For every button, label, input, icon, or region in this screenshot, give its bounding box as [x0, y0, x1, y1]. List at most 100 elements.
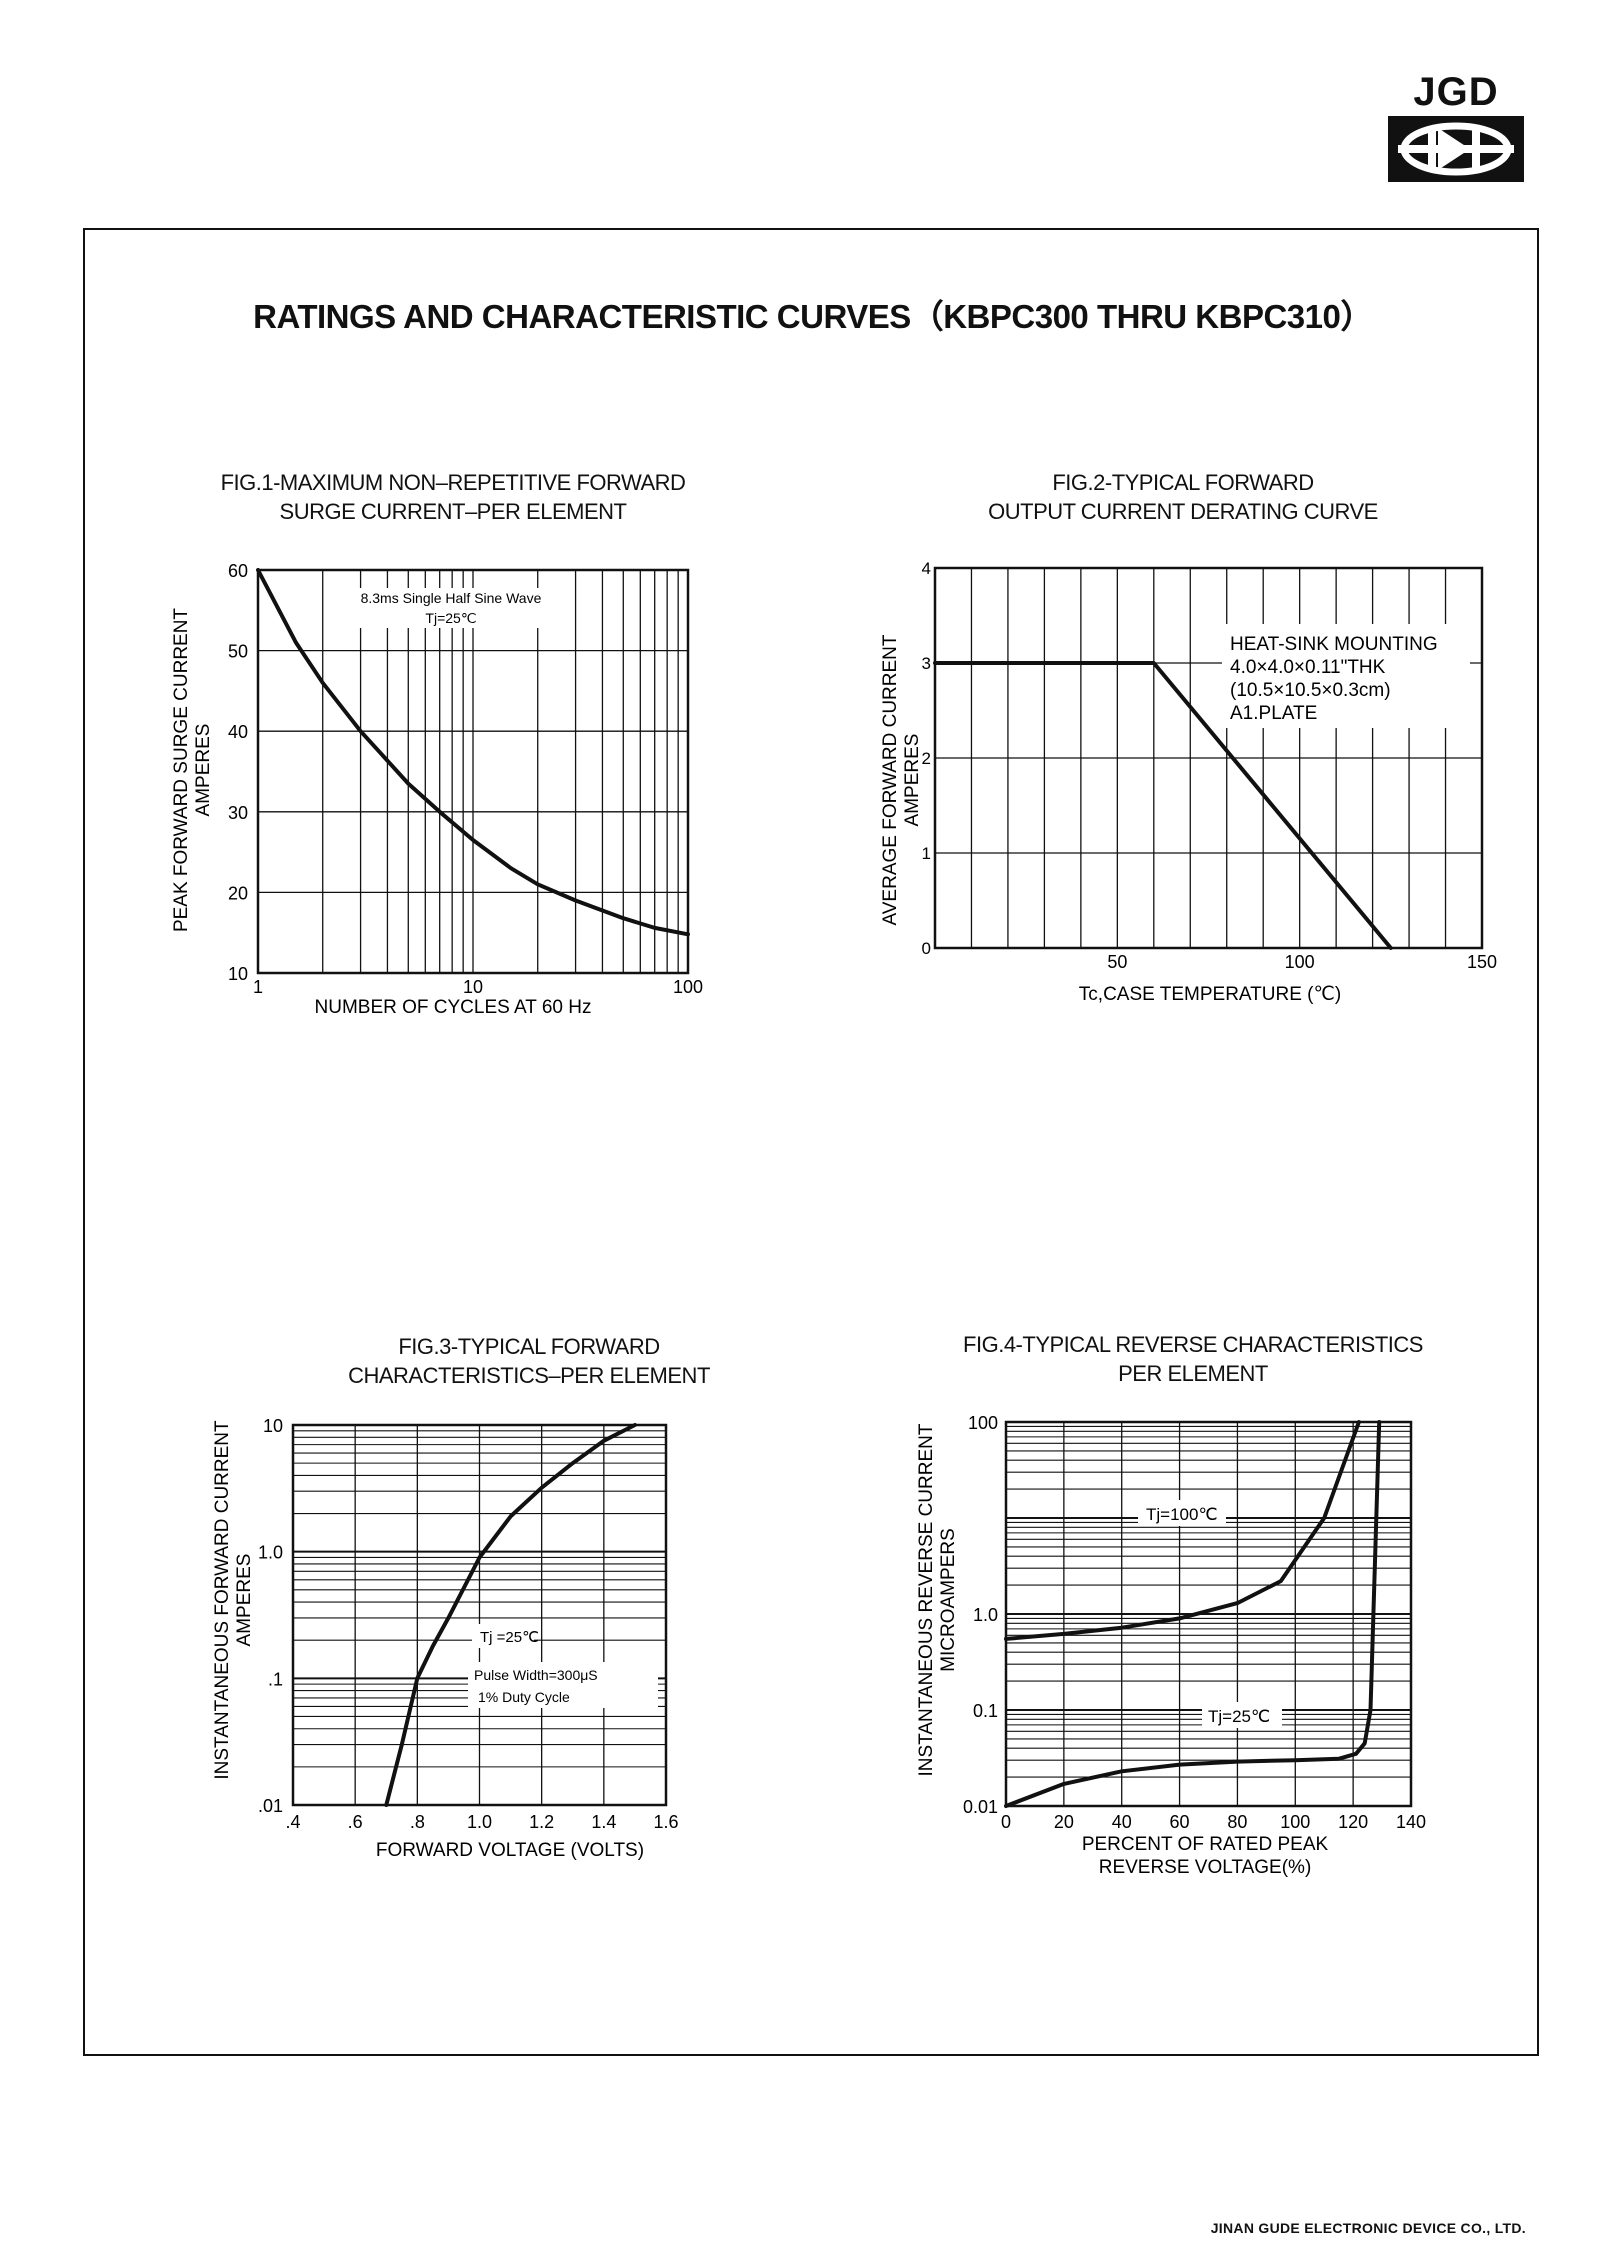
fig1-ytick-30: 30 — [228, 803, 248, 823]
fig1-ytick-50: 50 — [228, 642, 248, 662]
fig3-xtick-1.0: 1.0 — [467, 1812, 492, 1832]
fig2-xtick-100: 100 — [1285, 952, 1315, 972]
fig3-xtick-.4: .4 — [285, 1812, 300, 1832]
fig4-xlabel-1: PERCENT OF RATED PEAK — [1082, 1834, 1329, 1855]
fig3-series-line — [384, 1423, 637, 1807]
fig3-xtick-.6: .6 — [348, 1812, 363, 1832]
fig3-annotation-bg-2 — [468, 1662, 658, 1708]
fig4-xtick-100: 100 — [1280, 1812, 1310, 1832]
fig3-xtick-.8: .8 — [410, 1812, 425, 1832]
fig2-title-line2: OUTPUT CURRENT DERATING CURVE — [988, 499, 1378, 524]
fig4-ylabel-1: INSTANTANEOUS REVERSE CURRENT — [916, 1423, 937, 1776]
fig1-title-line1: FIG.1-MAXIMUM NON–REPETITIVE FORWARD — [220, 470, 686, 495]
fig4-xtick-0: 0 — [1001, 1812, 1011, 1832]
fig2-annotation-bg — [1222, 624, 1470, 728]
fig2-ytick-4: 4 — [922, 559, 931, 578]
fig3-annotation-3: 1% Duty Cycle — [478, 1689, 570, 1705]
fig1-xtick-10: 10 — [463, 977, 483, 997]
company-footer: JINAN GUDE ELECTRONIC DEVICE CO., LTD. — [1210, 2220, 1526, 2236]
fig3-xtick-1.4: 1.4 — [591, 1812, 616, 1832]
fig4-title-line2: PER ELEMENT — [1118, 1361, 1268, 1386]
fig4-ytick-1.0: 1.0 — [973, 1605, 998, 1625]
fig2-plot-frame — [933, 566, 1484, 950]
company-logo: JGD — [1388, 72, 1524, 182]
fig2-ylabel-2: AMPERES — [902, 734, 923, 827]
fig4-ytick-0.01: 0.01 — [963, 1797, 998, 1817]
fig1-xtick-1: 1 — [253, 977, 263, 997]
fig2-xtick-150: 150 — [1467, 952, 1497, 972]
fig4-ylabel-2: MICROAMPERS — [938, 1528, 959, 1672]
fig4-title: FIG.4-TYPICAL REVERSE CHARACTERISTICS PE… — [913, 1330, 1473, 1388]
fig4-xtick-140: 140 — [1396, 1812, 1426, 1832]
fig3-ylabel-1: INSTANTANEOUS FORWARD CURRENT — [212, 1420, 233, 1780]
fig3-title-line1: FIG.3-TYPICAL FORWARD — [398, 1334, 660, 1359]
fig2-annotation-2: 4.0×4.0×0.11"THK — [1230, 657, 1386, 678]
fig1-title-line2: SURGE CURRENT–PER ELEMENT — [279, 499, 627, 524]
fig4-title-line1: FIG.4-TYPICAL REVERSE CHARACTERISTICS — [963, 1332, 1423, 1357]
fig2-ytick-0: 0 — [922, 939, 931, 958]
fig4-plot-frame — [1004, 1420, 1413, 1808]
fig3-xlabel: FORWARD VOLTAGE (VOLTS) — [376, 1840, 644, 1861]
fig3-ytick-10: 10 — [263, 1416, 283, 1436]
fig2-annotation-3: (10.5×10.5×0.3cm) — [1230, 680, 1391, 701]
fig1-ytick-60: 60 — [228, 561, 248, 581]
fig2-title-line1: FIG.2-TYPICAL FORWARD — [1052, 470, 1314, 495]
fig4-xlabel-2: REVERSE VOLTAGE(%) — [1099, 1857, 1312, 1878]
fig1-ylabel-1: PEAK FORWARD SURGE CURRENT — [171, 608, 192, 932]
fig3-ytick-.01: .01 — [258, 1796, 283, 1816]
fig2-annotation-4: A1.PLATE — [1230, 703, 1317, 724]
fig3-plot-frame — [291, 1423, 668, 1807]
fig2-annotation-1: HEAT-SINK MOUNTING — [1230, 634, 1438, 655]
fig2-ytick-2: 2 — [922, 749, 931, 768]
fig1-xlabel: NUMBER OF CYCLES AT 60 Hz — [315, 997, 592, 1018]
fig3-ylabel-2: AMPERES — [234, 1554, 255, 1647]
fig1-title: FIG.1-MAXIMUM NON–REPETITIVE FORWARD SUR… — [173, 468, 733, 526]
fig4-xtick-80: 80 — [1227, 1812, 1247, 1832]
fig2-series-line — [933, 661, 1393, 950]
fig4-xtick-20: 20 — [1054, 1812, 1074, 1832]
fig1-annotation-bg — [330, 588, 570, 628]
diode-symbol-icon — [1388, 116, 1524, 182]
fig3-ytick-1.0: 1.0 — [258, 1543, 283, 1563]
fig2-title: FIG.2-TYPICAL FORWARD OUTPUT CURRENT DER… — [903, 468, 1463, 526]
fig3-title: FIG.3-TYPICAL FORWARD CHARACTERISTICS–PE… — [249, 1332, 809, 1390]
fig1-ytick-40: 40 — [228, 722, 248, 742]
fig4-series-label-1: Tj=100℃ — [1146, 1505, 1218, 1524]
fig2-xtick-50: 50 — [1107, 952, 1127, 972]
fig1-ylabel-2: AMPERES — [193, 724, 214, 817]
fig1-ytick-10: 10 — [228, 964, 248, 984]
fig3-annotation-1: Tj =25℃ — [480, 1629, 539, 1646]
fig2-ytick-3: 3 — [922, 654, 931, 673]
fig4-xtick-60: 60 — [1170, 1812, 1190, 1832]
fig4-ytick-0.1: 0.1 — [973, 1701, 998, 1721]
fig3-annotation-2: Pulse Width=300μS — [474, 1667, 598, 1683]
fig2-ylabel-1: AVERAGE FORWARD CURRENT — [880, 634, 901, 925]
fig1-ytick-20: 20 — [228, 883, 248, 903]
fig4-series-label-bg-2 — [1202, 1702, 1282, 1728]
fig3-xtick-1.2: 1.2 — [529, 1812, 554, 1832]
fig1-series-line — [256, 568, 690, 937]
fig4-series-line-2 — [1004, 1420, 1382, 1808]
fig4-series-label-bg-1 — [1138, 1500, 1226, 1526]
fig4-xtick-120: 120 — [1338, 1812, 1368, 1832]
content-frame: RATINGS AND CHARACTERISTIC CURVES（KBPC30… — [83, 228, 1539, 2056]
fig1-annotation-2: Tj=25℃ — [425, 610, 476, 626]
fig2-ytick-1: 1 — [922, 844, 931, 863]
logo-text: JGD — [1413, 70, 1499, 114]
fig1-xtick-100: 100 — [673, 977, 703, 997]
fig4-series-label-2: Tj=25℃ — [1208, 1707, 1270, 1726]
fig3-title-line2: CHARACTERISTICS–PER ELEMENT — [348, 1363, 710, 1388]
fig4-xtick-40: 40 — [1112, 1812, 1132, 1832]
fig3-ytick-.1: .1 — [268, 1669, 283, 1689]
fig1-plot-frame — [256, 568, 690, 975]
page-title: RATINGS AND CHARACTERISTIC CURVES（KBPC30… — [253, 298, 1373, 335]
fig4-series-line-1 — [1004, 1420, 1361, 1641]
fig3-xtick-1.6: 1.6 — [653, 1812, 678, 1832]
fig2-xlabel: Tc,CASE TEMPERATURE (℃) — [1079, 984, 1341, 1005]
fig1-annotation-1: 8.3ms Single Half Sine Wave — [361, 590, 542, 606]
fig4-ytick-100: 100 — [968, 1413, 998, 1433]
